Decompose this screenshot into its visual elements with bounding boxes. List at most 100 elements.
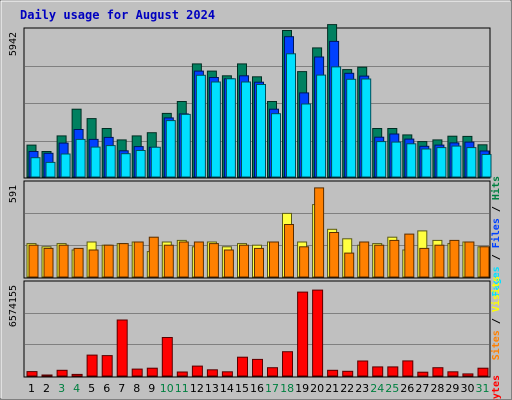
bar-kbytes-day-15 [237, 356, 248, 377]
day-label-21: 21 [325, 382, 339, 395]
bar-sites-day-31 [479, 246, 490, 278]
day-label-1: 1 [28, 382, 35, 395]
day-label-2: 2 [43, 382, 50, 395]
bar-kbytes-day-6 [101, 355, 113, 377]
legend-hits_files_pages: Pages / Files / Hits [490, 176, 502, 296]
day-label-30: 30 [461, 382, 475, 395]
bar-pages-day-31 [481, 154, 492, 178]
bar-pages-day-4 [75, 138, 86, 178]
panel-kbytes: 6574155 KBytes [8, 280, 502, 400]
bar-pages-day-11 [180, 113, 191, 178]
bar-kbytes-day-1 [26, 371, 38, 377]
bar-kbytes-day-19 [297, 291, 309, 377]
bar-sites-day-2 [43, 247, 54, 278]
bar-kbytes-day-28 [432, 367, 444, 377]
bar-pages-day-9 [150, 146, 161, 178]
legend-item-kbytes: KBytes [491, 375, 502, 400]
bar-sites-day-9 [148, 236, 159, 278]
bar-kbytes-day-31 [477, 367, 489, 377]
bar-kbytes-day-18 [282, 351, 293, 377]
bar-pages-day-25 [391, 141, 402, 178]
bar-sites-day-21 [329, 232, 340, 278]
bar-sites-day-24 [374, 244, 385, 278]
bar-kbytes-day-13 [206, 369, 218, 377]
bar-sites-day-10 [163, 244, 174, 278]
y-max-label: 5942 [8, 32, 19, 56]
bar-pages-day-8 [135, 150, 146, 178]
bar-kbytes-day-9 [146, 367, 158, 377]
bar-pages-day-1 [30, 157, 41, 178]
day-label-6: 6 [103, 382, 110, 395]
bar-pages-day-6 [105, 145, 116, 178]
bar-kbytes-day-30 [462, 373, 474, 377]
bar-sites-day-19 [299, 246, 310, 278]
bar-pages-day-13 [210, 81, 221, 178]
bar-pages-day-17 [271, 113, 281, 178]
day-label-3: 3 [58, 382, 65, 395]
bar-sites-day-3 [58, 244, 69, 278]
legend-item-files: Files [490, 218, 502, 248]
day-label-19: 19 [295, 382, 309, 395]
day-label-28: 28 [430, 382, 444, 395]
bar-kbytes-day-22 [342, 370, 354, 377]
day-label-16: 16 [250, 382, 264, 395]
day-label-20: 20 [310, 382, 324, 395]
bar-sites-day-15 [239, 244, 249, 278]
legend-separator: / [491, 248, 502, 266]
bar-sites-day-18 [284, 224, 294, 278]
day-label-31: 31 [476, 382, 490, 395]
legend-item-pages: Pages [491, 266, 502, 296]
bar-pages-day-12 [195, 74, 206, 178]
bar-kbytes-day-20 [312, 289, 324, 377]
day-label-23: 23 [355, 382, 369, 395]
bar-pages-day-18 [286, 53, 296, 178]
bar-kbytes-day-4 [71, 373, 83, 377]
chart-title: Daily usage for August 2024 [20, 8, 215, 22]
bar-kbytes-day-10 [161, 337, 173, 377]
bar-kbytes-day-23 [357, 360, 369, 377]
bar-sites-day-27 [419, 247, 430, 278]
bar-pages-day-20 [316, 74, 327, 178]
bar-kbytes-day-16 [252, 358, 263, 377]
bar-sites-day-29 [449, 239, 460, 278]
legend-kbytes: KBytes [491, 375, 502, 400]
day-label-15: 15 [235, 382, 249, 395]
bar-kbytes-day-25 [387, 366, 399, 377]
y-max-label: 591 [8, 185, 19, 203]
bar-pages-day-14 [225, 78, 236, 178]
legend-separator: / [491, 312, 502, 330]
bar-pages-day-28 [436, 147, 447, 178]
day-label-25: 25 [385, 382, 399, 395]
bar-sites-day-7 [118, 243, 129, 278]
bar-pages-day-29 [451, 145, 462, 178]
bar-pages-day-22 [346, 78, 357, 178]
bar-pages-day-3 [60, 153, 71, 178]
bar-pages-day-7 [120, 153, 131, 178]
bar-sites-day-13 [208, 243, 219, 278]
day-label-12: 12 [190, 382, 204, 395]
bar-sites-day-25 [389, 239, 400, 278]
bar-kbytes-day-21 [327, 369, 339, 377]
legend-visits_sites: Sites / Visits [490, 276, 502, 360]
bar-sites-day-5 [88, 249, 99, 278]
day-label-27: 27 [415, 382, 429, 395]
day-labels: 1 2 3 4 5 6 7 8 9 10 11 12 13 14 15 16 17 18 19 20 21 22 23 24 2… [28, 382, 490, 395]
day-label-24: 24 [370, 382, 384, 395]
bar-sites-day-12 [193, 241, 204, 278]
bar-pages-day-27 [421, 148, 432, 178]
day-label-11: 11 [175, 382, 189, 395]
bar-kbytes-day-5 [86, 354, 98, 377]
day-label-10: 10 [160, 382, 174, 395]
bar-kbytes-day-27 [417, 371, 429, 377]
bar-sites-day-1 [28, 244, 39, 278]
bar-kbytes-day-26 [402, 360, 414, 377]
bar-sites-day-16 [254, 247, 264, 278]
bar-sites-day-8 [133, 241, 144, 278]
bar-kbytes-day-11 [176, 371, 188, 377]
bar-sites-day-23 [359, 241, 370, 278]
bar-kbytes-day-17 [267, 367, 278, 377]
day-label-14: 14 [220, 382, 234, 395]
bar-pages-day-19 [301, 103, 312, 178]
chart-panels: 5942 Pages / Files / Hits 591 Sites / Visit… [8, 24, 502, 400]
